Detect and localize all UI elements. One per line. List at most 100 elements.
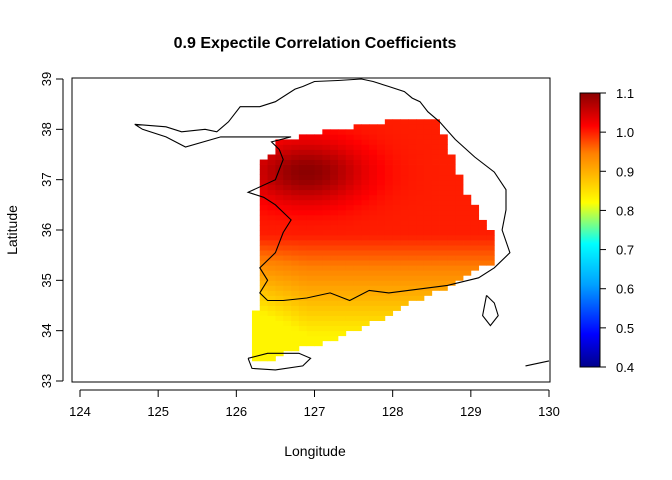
heatmap-cell [314, 194, 323, 201]
heatmap-cell [377, 199, 386, 206]
heatmap-cell [337, 265, 347, 271]
heatmap-cell [400, 235, 409, 241]
heatmap-cell [259, 214, 268, 221]
heatmap-cell [291, 255, 300, 261]
heatmap-cell [408, 119, 417, 125]
heatmap-cell [408, 134, 417, 140]
heatmap-cell [291, 235, 300, 241]
heatmap-cell [259, 209, 268, 216]
heatmap-cell [392, 300, 401, 306]
heatmap-cell [369, 164, 378, 170]
heatmap-cell [400, 270, 409, 276]
heatmap-cell [337, 230, 347, 236]
heatmap-cell [400, 285, 409, 291]
heatmap-cell [275, 174, 284, 181]
heatmap-cell [408, 290, 417, 296]
heatmap-cell [267, 235, 276, 241]
heatmap-cell [283, 305, 292, 311]
heatmap-cell [400, 250, 409, 256]
heatmap-cell [314, 295, 323, 301]
heatmap-cell [306, 214, 315, 221]
heatmap-cell [306, 209, 315, 216]
heatmap-cell [463, 199, 472, 206]
heatmap-cell [369, 275, 378, 281]
heatmap-cell [275, 179, 284, 186]
heatmap-cell [259, 315, 268, 321]
heatmap-cell [423, 245, 433, 251]
heatmap-cell [447, 214, 456, 221]
heatmap-cell [322, 204, 331, 211]
heatmap-cell [439, 169, 448, 176]
heatmap-cell [330, 139, 339, 145]
heatmap-cell [431, 159, 440, 165]
heatmap-cell [298, 144, 308, 150]
heatmap-cell [298, 174, 308, 181]
heatmap-cell [455, 219, 464, 226]
heatmap-cell [392, 224, 401, 231]
heatmap-cell [416, 260, 425, 266]
heatmap-cell [259, 250, 268, 256]
heatmap-cell [392, 230, 401, 236]
heatmap-cell [400, 189, 409, 196]
heatmap-cell [298, 204, 308, 211]
colorbar-tick-label: 1.1 [616, 86, 634, 101]
heatmap-cell [314, 214, 323, 221]
heatmap-cell [416, 194, 425, 201]
heatmap-cell [384, 189, 394, 196]
heatmap-cell [377, 169, 386, 176]
heatmap-cell [353, 270, 362, 276]
heatmap-cell [431, 255, 440, 261]
heatmap-cell [369, 305, 378, 311]
heatmap-cell [384, 250, 394, 256]
heatmap-cell [439, 219, 448, 226]
heatmap-cell [314, 174, 323, 181]
heatmap-cell [337, 250, 347, 256]
heatmap-cell [369, 189, 378, 196]
heatmap-cell [392, 124, 401, 130]
heatmap-cell [377, 240, 386, 246]
heatmap-cell [392, 164, 401, 170]
heatmap-cell [361, 194, 370, 201]
heatmap-cell [431, 164, 440, 170]
heatmap-cell [259, 295, 268, 301]
heatmap-cell [306, 184, 315, 191]
heatmap-cell [431, 154, 440, 160]
heatmap-cell [306, 144, 315, 150]
heatmap-cell [330, 199, 339, 206]
heatmap-cell [330, 265, 339, 271]
heatmap-cell [330, 310, 339, 316]
heatmap-cell [322, 154, 331, 160]
heatmap-cell [267, 265, 276, 271]
heatmap-cell [431, 149, 440, 155]
heatmap-cell [416, 149, 425, 155]
heatmap-cell [345, 255, 354, 261]
heatmap-cell [384, 300, 394, 306]
heatmap-cell [322, 265, 331, 271]
heatmap-cell [345, 300, 354, 306]
heatmap-cell [439, 199, 448, 206]
heatmap-cell [392, 285, 401, 291]
heatmap-cell [431, 214, 440, 221]
heatmap-cell [470, 240, 480, 246]
heatmap-cell [353, 295, 362, 301]
heatmap-cell [392, 159, 401, 165]
heatmap-cell [314, 315, 323, 321]
heatmap-cell [345, 295, 354, 301]
heatmap-cell [251, 310, 261, 316]
heatmap-cell [384, 285, 394, 291]
heatmap-cell [275, 320, 284, 327]
heatmap-cell [447, 260, 456, 266]
heatmap-cell [345, 235, 354, 241]
heatmap-cell [423, 199, 433, 206]
heatmap-cell [275, 164, 284, 170]
heatmap-cell [384, 280, 394, 286]
heatmap-cell [306, 315, 315, 321]
heatmap-cell [306, 174, 315, 181]
heatmap-cell [337, 154, 347, 160]
heatmap-cell [314, 224, 323, 231]
heatmap-cell [400, 275, 409, 281]
heatmap-cell [369, 169, 378, 176]
heatmap-cell [306, 159, 315, 165]
heatmap-cell [377, 189, 386, 196]
heatmap-cell [384, 119, 394, 125]
